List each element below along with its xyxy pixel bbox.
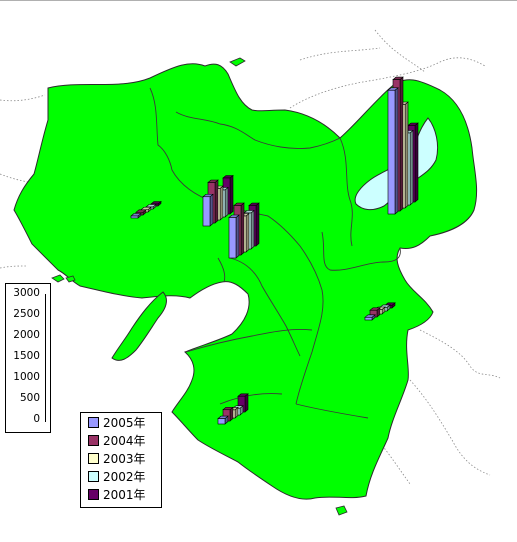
scale-tick-label: 1500 xyxy=(13,350,40,362)
value-scale: 3000 2500 2000 1500 1000 500 0 xyxy=(5,283,51,433)
legend-item: 2002年 xyxy=(88,468,146,485)
legend-label: 2002年 xyxy=(103,470,146,484)
legend-item: 2003年 xyxy=(88,450,146,467)
coastline-left xyxy=(0,94,46,269)
island-small xyxy=(51,274,65,283)
legend-swatch xyxy=(88,435,99,446)
coastline-top xyxy=(289,29,486,109)
scale-tick-label: 2500 xyxy=(13,308,40,320)
legend-label: 2003年 xyxy=(103,452,146,466)
legend-label: 2005年 xyxy=(103,416,146,430)
bar-clusters xyxy=(130,76,419,425)
scale-tick-label: 0 xyxy=(33,413,40,425)
legend-item: 2005年 xyxy=(88,414,146,431)
legend-swatch xyxy=(88,471,99,482)
legend-label: 2001年 xyxy=(103,488,146,502)
bar-cluster xyxy=(202,174,234,227)
scale-tick-label: 1000 xyxy=(13,371,40,383)
scale-axis-line xyxy=(45,294,46,422)
bar xyxy=(364,314,376,321)
bar xyxy=(130,212,142,219)
prefecture-borders xyxy=(149,87,401,419)
bar xyxy=(228,214,240,259)
bar-cluster xyxy=(217,393,249,425)
bar xyxy=(369,307,381,318)
scale-tick-label: 3000 xyxy=(13,287,40,299)
scale-tick-label: 2000 xyxy=(13,329,40,341)
legend: 2005年 2004年 2003年 2002年 2001年 xyxy=(80,412,162,508)
legend-item: 2004年 xyxy=(88,432,146,449)
island-awaji xyxy=(111,291,167,361)
legend-swatch xyxy=(88,453,99,464)
legend-swatch xyxy=(88,417,99,428)
legend-swatch xyxy=(88,489,99,500)
island-small xyxy=(229,57,246,67)
bar-cluster xyxy=(387,76,419,215)
island-small xyxy=(335,505,348,516)
legend-item: 2001年 xyxy=(88,486,146,503)
island-small xyxy=(65,275,76,283)
bar xyxy=(387,87,399,215)
land-mass xyxy=(13,63,478,500)
bar xyxy=(217,415,229,425)
bar-cluster xyxy=(130,200,162,219)
bar-cluster xyxy=(228,202,260,259)
bar-cluster xyxy=(364,302,396,321)
bar xyxy=(202,193,214,227)
scale-tick-label: 500 xyxy=(19,392,40,404)
legend-label: 2004年 xyxy=(103,434,146,448)
